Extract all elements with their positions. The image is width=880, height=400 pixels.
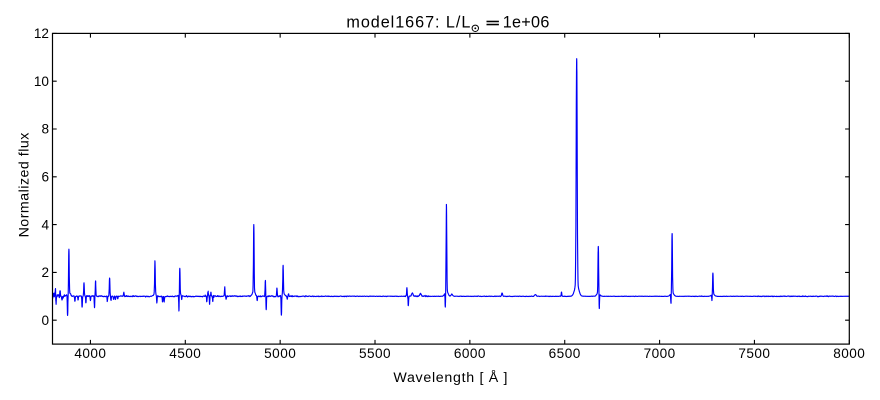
svg-text:7000: 7000 xyxy=(644,346,676,361)
svg-text:6: 6 xyxy=(41,170,49,185)
svg-text:6500: 6500 xyxy=(549,346,581,361)
svg-text:Normalized flux: Normalized flux xyxy=(16,132,32,237)
svg-text:4000: 4000 xyxy=(74,346,106,361)
svg-text:4: 4 xyxy=(41,217,49,232)
svg-text:5000: 5000 xyxy=(264,346,296,361)
svg-text:8000: 8000 xyxy=(833,346,865,361)
svg-text:4500: 4500 xyxy=(169,346,201,361)
svg-text:0: 0 xyxy=(41,313,49,328)
svg-text:5500: 5500 xyxy=(359,346,391,361)
svg-text:8: 8 xyxy=(41,122,49,137)
svg-text:6000: 6000 xyxy=(454,346,486,361)
svg-text:model1667: L/L: model1667: L/L xyxy=(346,14,471,32)
svg-text:10: 10 xyxy=(34,74,50,89)
svg-text:12: 12 xyxy=(34,26,49,41)
svg-text:7500: 7500 xyxy=(738,346,770,361)
svg-text:Wavelength [ Å ]: Wavelength [ Å ] xyxy=(393,369,508,386)
svg-text:2: 2 xyxy=(41,265,49,280)
svg-text:1e+06: 1e+06 xyxy=(503,14,550,32)
